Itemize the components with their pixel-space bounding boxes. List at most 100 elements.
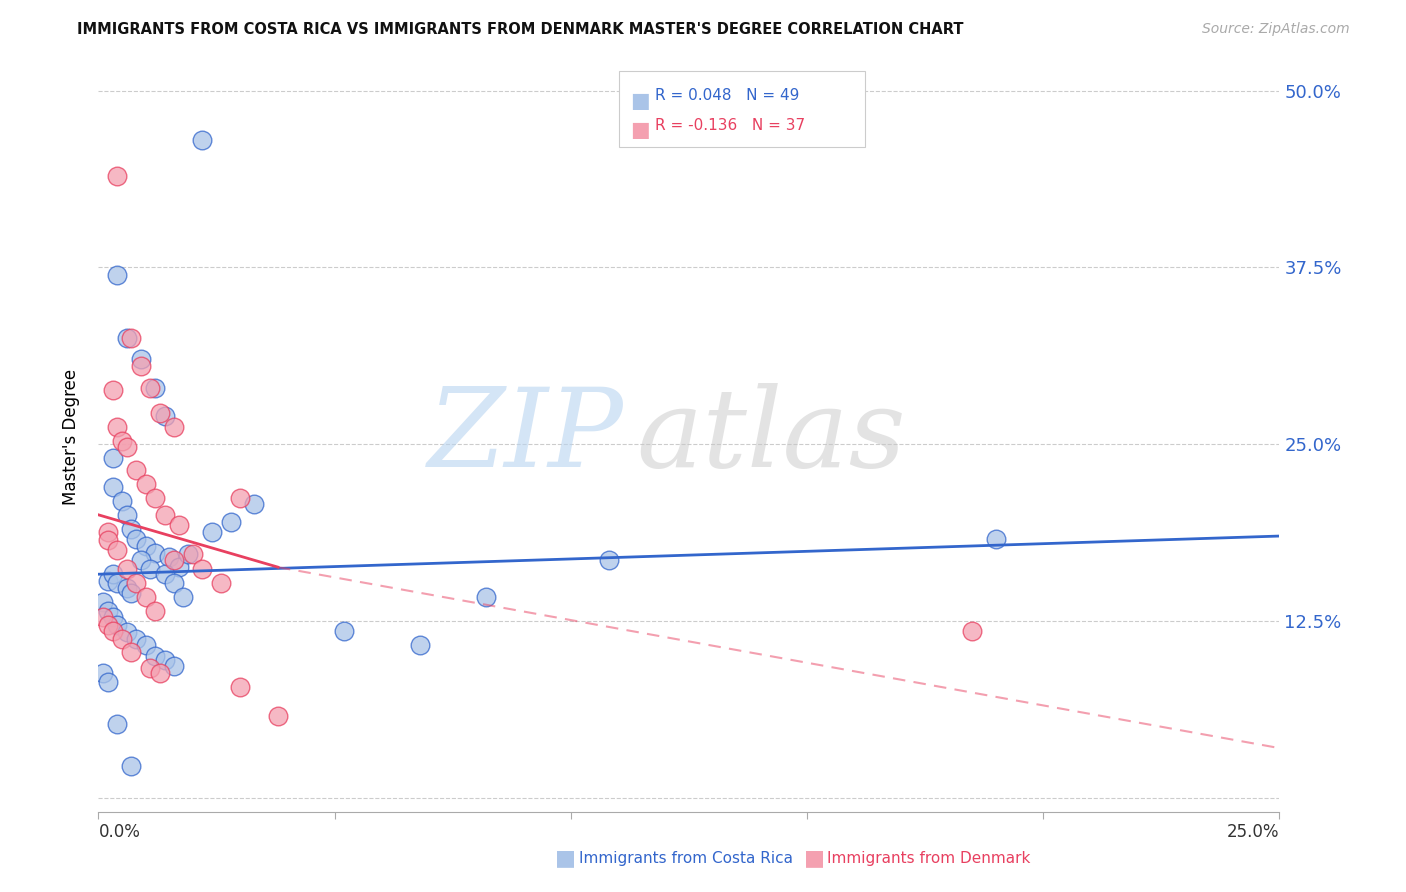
- Point: [101, 479, 124, 493]
- Point: [135, 638, 157, 652]
- Text: ■: ■: [630, 120, 650, 140]
- Text: Immigrants from Costa Rica: Immigrants from Costa Rica: [579, 851, 793, 865]
- Point: [153, 567, 176, 582]
- Point: [163, 575, 186, 590]
- Point: [475, 590, 498, 604]
- Point: [91, 595, 114, 609]
- Point: [97, 674, 120, 689]
- Point: [267, 708, 290, 723]
- Text: ZIP: ZIP: [427, 384, 624, 491]
- Point: [243, 496, 266, 510]
- Point: [97, 574, 120, 589]
- Point: [191, 133, 214, 147]
- Point: [105, 543, 128, 558]
- Point: [191, 561, 214, 575]
- Point: [101, 609, 124, 624]
- Point: [125, 532, 148, 546]
- Point: [97, 533, 120, 548]
- Point: [105, 420, 128, 434]
- Point: [139, 381, 162, 395]
- Point: [163, 553, 186, 567]
- Point: [209, 575, 232, 590]
- Point: [143, 381, 166, 395]
- Point: [167, 517, 190, 532]
- Text: IMMIGRANTS FROM COSTA RICA VS IMMIGRANTS FROM DENMARK MASTER'S DEGREE CORRELATIO: IMMIGRANTS FROM COSTA RICA VS IMMIGRANTS…: [77, 22, 965, 37]
- Point: [111, 632, 134, 647]
- Point: [121, 331, 143, 345]
- Point: [105, 717, 128, 731]
- Text: atlas: atlas: [636, 384, 905, 491]
- Point: [105, 618, 128, 632]
- Point: [153, 508, 176, 522]
- Point: [101, 567, 124, 582]
- Point: [121, 585, 143, 599]
- Point: [121, 645, 143, 659]
- Point: [139, 561, 162, 575]
- Point: [219, 515, 242, 529]
- Point: [177, 548, 200, 562]
- Text: Immigrants from Denmark: Immigrants from Denmark: [827, 851, 1031, 865]
- Point: [111, 493, 134, 508]
- Point: [157, 550, 180, 565]
- Point: [105, 268, 128, 282]
- Point: [149, 666, 172, 681]
- Point: [121, 522, 143, 536]
- Point: [129, 352, 152, 367]
- Point: [91, 609, 114, 624]
- Point: [229, 681, 252, 695]
- Y-axis label: Master's Degree: Master's Degree: [62, 369, 80, 505]
- Point: [115, 582, 138, 596]
- Point: [125, 462, 148, 476]
- Point: [962, 624, 984, 638]
- Point: [143, 649, 166, 664]
- Point: [143, 491, 166, 505]
- Text: R = 0.048   N = 49: R = 0.048 N = 49: [655, 88, 800, 103]
- Point: [101, 451, 124, 466]
- Point: [115, 440, 138, 454]
- Point: [167, 560, 190, 574]
- Text: ■: ■: [804, 848, 825, 868]
- Point: [143, 546, 166, 560]
- Point: [149, 406, 172, 420]
- Text: ■: ■: [630, 91, 650, 111]
- Point: [598, 553, 620, 567]
- Point: [101, 624, 124, 638]
- Point: [408, 638, 430, 652]
- Point: [115, 561, 138, 575]
- Point: [101, 384, 124, 398]
- Point: [135, 539, 157, 553]
- Point: [181, 548, 204, 562]
- Point: [115, 508, 138, 522]
- Point: [153, 653, 176, 667]
- Point: [105, 169, 128, 183]
- Point: [115, 331, 138, 345]
- Point: [333, 624, 356, 638]
- Point: [163, 420, 186, 434]
- Text: ■: ■: [555, 848, 576, 868]
- Text: Source: ZipAtlas.com: Source: ZipAtlas.com: [1202, 22, 1350, 37]
- Point: [229, 491, 252, 505]
- Point: [984, 532, 1007, 546]
- Point: [135, 590, 157, 604]
- Point: [97, 604, 120, 618]
- Point: [97, 618, 120, 632]
- Point: [125, 632, 148, 647]
- Point: [129, 553, 152, 567]
- Point: [201, 524, 224, 539]
- Point: [172, 590, 194, 604]
- Text: R = -0.136   N = 37: R = -0.136 N = 37: [655, 118, 806, 133]
- Point: [129, 359, 152, 374]
- Point: [135, 476, 157, 491]
- Point: [97, 524, 120, 539]
- Point: [153, 409, 176, 423]
- Point: [143, 604, 166, 618]
- Point: [91, 666, 114, 681]
- Point: [121, 759, 143, 773]
- Point: [163, 659, 186, 673]
- Text: 0.0%: 0.0%: [98, 823, 141, 841]
- Point: [125, 575, 148, 590]
- Point: [115, 625, 138, 640]
- Text: 25.0%: 25.0%: [1227, 823, 1279, 841]
- Point: [139, 660, 162, 674]
- Point: [105, 575, 128, 590]
